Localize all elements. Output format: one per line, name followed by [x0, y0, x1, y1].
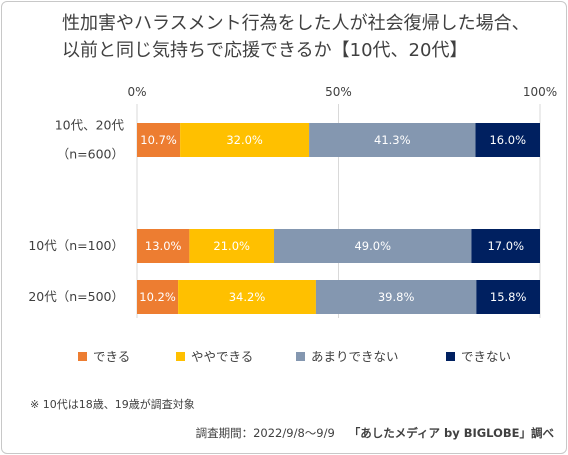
data-label: 10.2%: [139, 290, 176, 304]
legend-item: できない: [446, 346, 511, 365]
data-label: 41.3%: [374, 133, 411, 147]
legend-item: ややできる: [176, 346, 253, 365]
bar-segment: [315, 280, 477, 314]
chart-title: 性加害やハラスメント行為をした人が社会復帰した場合、 以前と同じ気持ちで応援でき…: [62, 10, 542, 64]
title-line-2: 以前と同じ気持ちで応援できるか【10代、20代】: [62, 40, 468, 61]
source-line: 調査期間：2022/9/8～9/9 「あしたメディア by BIGLOBE」調べ: [196, 425, 554, 441]
legend-label: できない: [461, 349, 512, 364]
data-label: 17.0%: [487, 239, 524, 253]
legend-label: できる: [93, 349, 131, 364]
source-brand: 「あしたメディア by BIGLOBE」調べ: [348, 426, 554, 440]
bar-segment: [475, 123, 540, 157]
category-label: 20代（n=500）: [28, 289, 124, 304]
data-label: 15.8%: [490, 290, 527, 304]
legend-swatch: [78, 352, 87, 361]
bar-segment: [137, 280, 179, 314]
legend-item: あまりできない: [296, 346, 399, 365]
bar-segment: [476, 280, 540, 314]
data-label: 49.0%: [354, 239, 391, 253]
data-label: 10.7%: [140, 133, 177, 147]
x-tick-label: 50%: [325, 85, 352, 99]
bar-segment: [309, 123, 476, 157]
legend-swatch: [296, 352, 305, 361]
legend-swatch: [176, 352, 185, 361]
footnote: ※ 10代は18歳、19歳が調査対象: [30, 398, 195, 411]
category-label: 10代（n=100）: [28, 238, 124, 253]
data-label: 39.8%: [378, 290, 415, 304]
survey-period: 調査期間：2022/9/8～9/9: [195, 426, 335, 440]
legend-label: ややできる: [191, 349, 254, 364]
category-label: （n=600）: [57, 147, 124, 162]
legend-swatch: [446, 352, 455, 361]
data-label: 16.0%: [489, 133, 526, 147]
category-label: 10代、20代: [55, 118, 125, 133]
data-label: 34.2%: [229, 290, 266, 304]
legend-item: できる: [78, 346, 130, 365]
bar-segment: [137, 123, 181, 157]
bar-segment: [180, 123, 310, 157]
x-tick-label: 0%: [127, 85, 146, 99]
x-tick-label: 100%: [523, 85, 557, 99]
bar-segment: [274, 229, 472, 263]
bar-segment: [471, 229, 540, 263]
bar-segment: [137, 229, 190, 263]
data-label: 32.0%: [226, 133, 263, 147]
data-label: 13.0%: [145, 239, 182, 253]
bar-segment: [189, 229, 275, 263]
bar-segment: [178, 280, 316, 314]
data-label: 21.0%: [213, 239, 250, 253]
legend-label: あまりできない: [311, 349, 399, 364]
title-line-1: 性加害やハラスメント行為をした人が社会復帰した場合、: [62, 13, 530, 34]
